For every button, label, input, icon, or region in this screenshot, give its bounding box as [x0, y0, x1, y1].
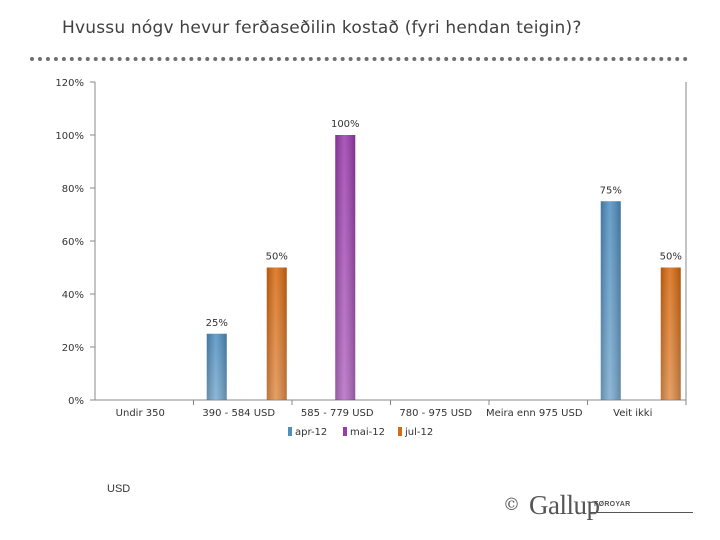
bar-chart: 0% 20% 40% 60% 80% 100% 120% Undir 350 390 - 584… — [55, 78, 687, 438]
x-tick-label: Undir 350 — [116, 408, 165, 419]
legend-swatch — [343, 427, 347, 436]
data-label: 75% — [600, 185, 622, 196]
gallup-logo: © Gallup FØROYAR — [503, 488, 693, 524]
data-label: 25% — [206, 318, 228, 329]
legend-label: apr-12 — [295, 427, 327, 438]
y-tick-label: 80% — [62, 184, 84, 195]
logo-wordmark: Gallup — [529, 490, 600, 520]
data-label: 100% — [331, 119, 360, 130]
bar-shade — [600, 201, 621, 400]
x-tick-label: 585 - 779 USD — [301, 408, 374, 419]
y-tick-label: 100% — [55, 131, 84, 142]
x-tick-label: Veit ikki — [613, 408, 652, 419]
page-title: Hvussu nógv hevur ferðaseðilin kostað (f… — [62, 18, 582, 38]
legend-swatch — [288, 427, 292, 436]
bar-shade — [266, 267, 287, 400]
y-tick-label: 120% — [55, 78, 84, 89]
y-tick-label: 40% — [62, 290, 84, 301]
data-label: 50% — [266, 252, 288, 263]
title-divider — [30, 57, 688, 61]
copyright-icon: © — [503, 495, 520, 515]
bar-shade — [660, 267, 681, 400]
logo-underline — [589, 512, 693, 513]
legend-label: jul-12 — [404, 427, 433, 438]
x-tick-label: 390 - 584 USD — [202, 408, 275, 419]
legend-swatch — [398, 427, 402, 436]
bar-shade — [335, 135, 356, 400]
data-label: 50% — [660, 252, 682, 263]
logo-subtitle: FØROYAR — [594, 501, 631, 508]
legend-label: mai-12 — [350, 427, 385, 438]
y-tick-label: 0% — [68, 396, 84, 407]
x-tick-label: Meira enn 975 USD — [486, 408, 583, 419]
unit-note: USD — [107, 483, 131, 495]
y-tick-label: 20% — [62, 343, 84, 354]
y-tick-label: 60% — [62, 237, 84, 248]
bar-shade — [206, 333, 227, 400]
x-tick-label: 780 - 975 USD — [399, 408, 472, 419]
